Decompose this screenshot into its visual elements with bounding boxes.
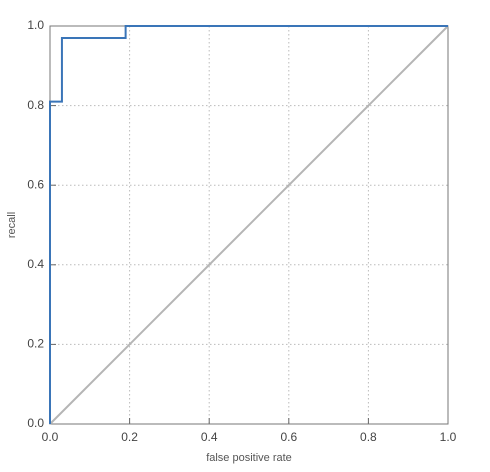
y-tick-label: 0.6 [27, 177, 44, 191]
x-tick-label: 0.0 [42, 430, 59, 444]
roc-line [49, 25, 449, 425]
y-tick-label: 0.2 [27, 337, 44, 351]
y-tick-label: 1.0 [27, 18, 44, 32]
y-tick-label: 0.8 [27, 98, 44, 112]
x-tick-label: 1.0 [440, 430, 457, 444]
roc-line [49, 25, 448, 424]
y-tick-label: 0.4 [27, 257, 44, 271]
y-tick-label: 0.0 [27, 416, 44, 430]
x-axis-label: false positive rate [206, 452, 292, 464]
x-tick-label: 0.2 [121, 430, 138, 444]
x-tick-label: 0.4 [201, 430, 218, 444]
x-tick-label: 0.8 [360, 430, 377, 444]
x-tick-label: 0.6 [280, 430, 297, 444]
y-axis-label: recall [6, 212, 18, 238]
